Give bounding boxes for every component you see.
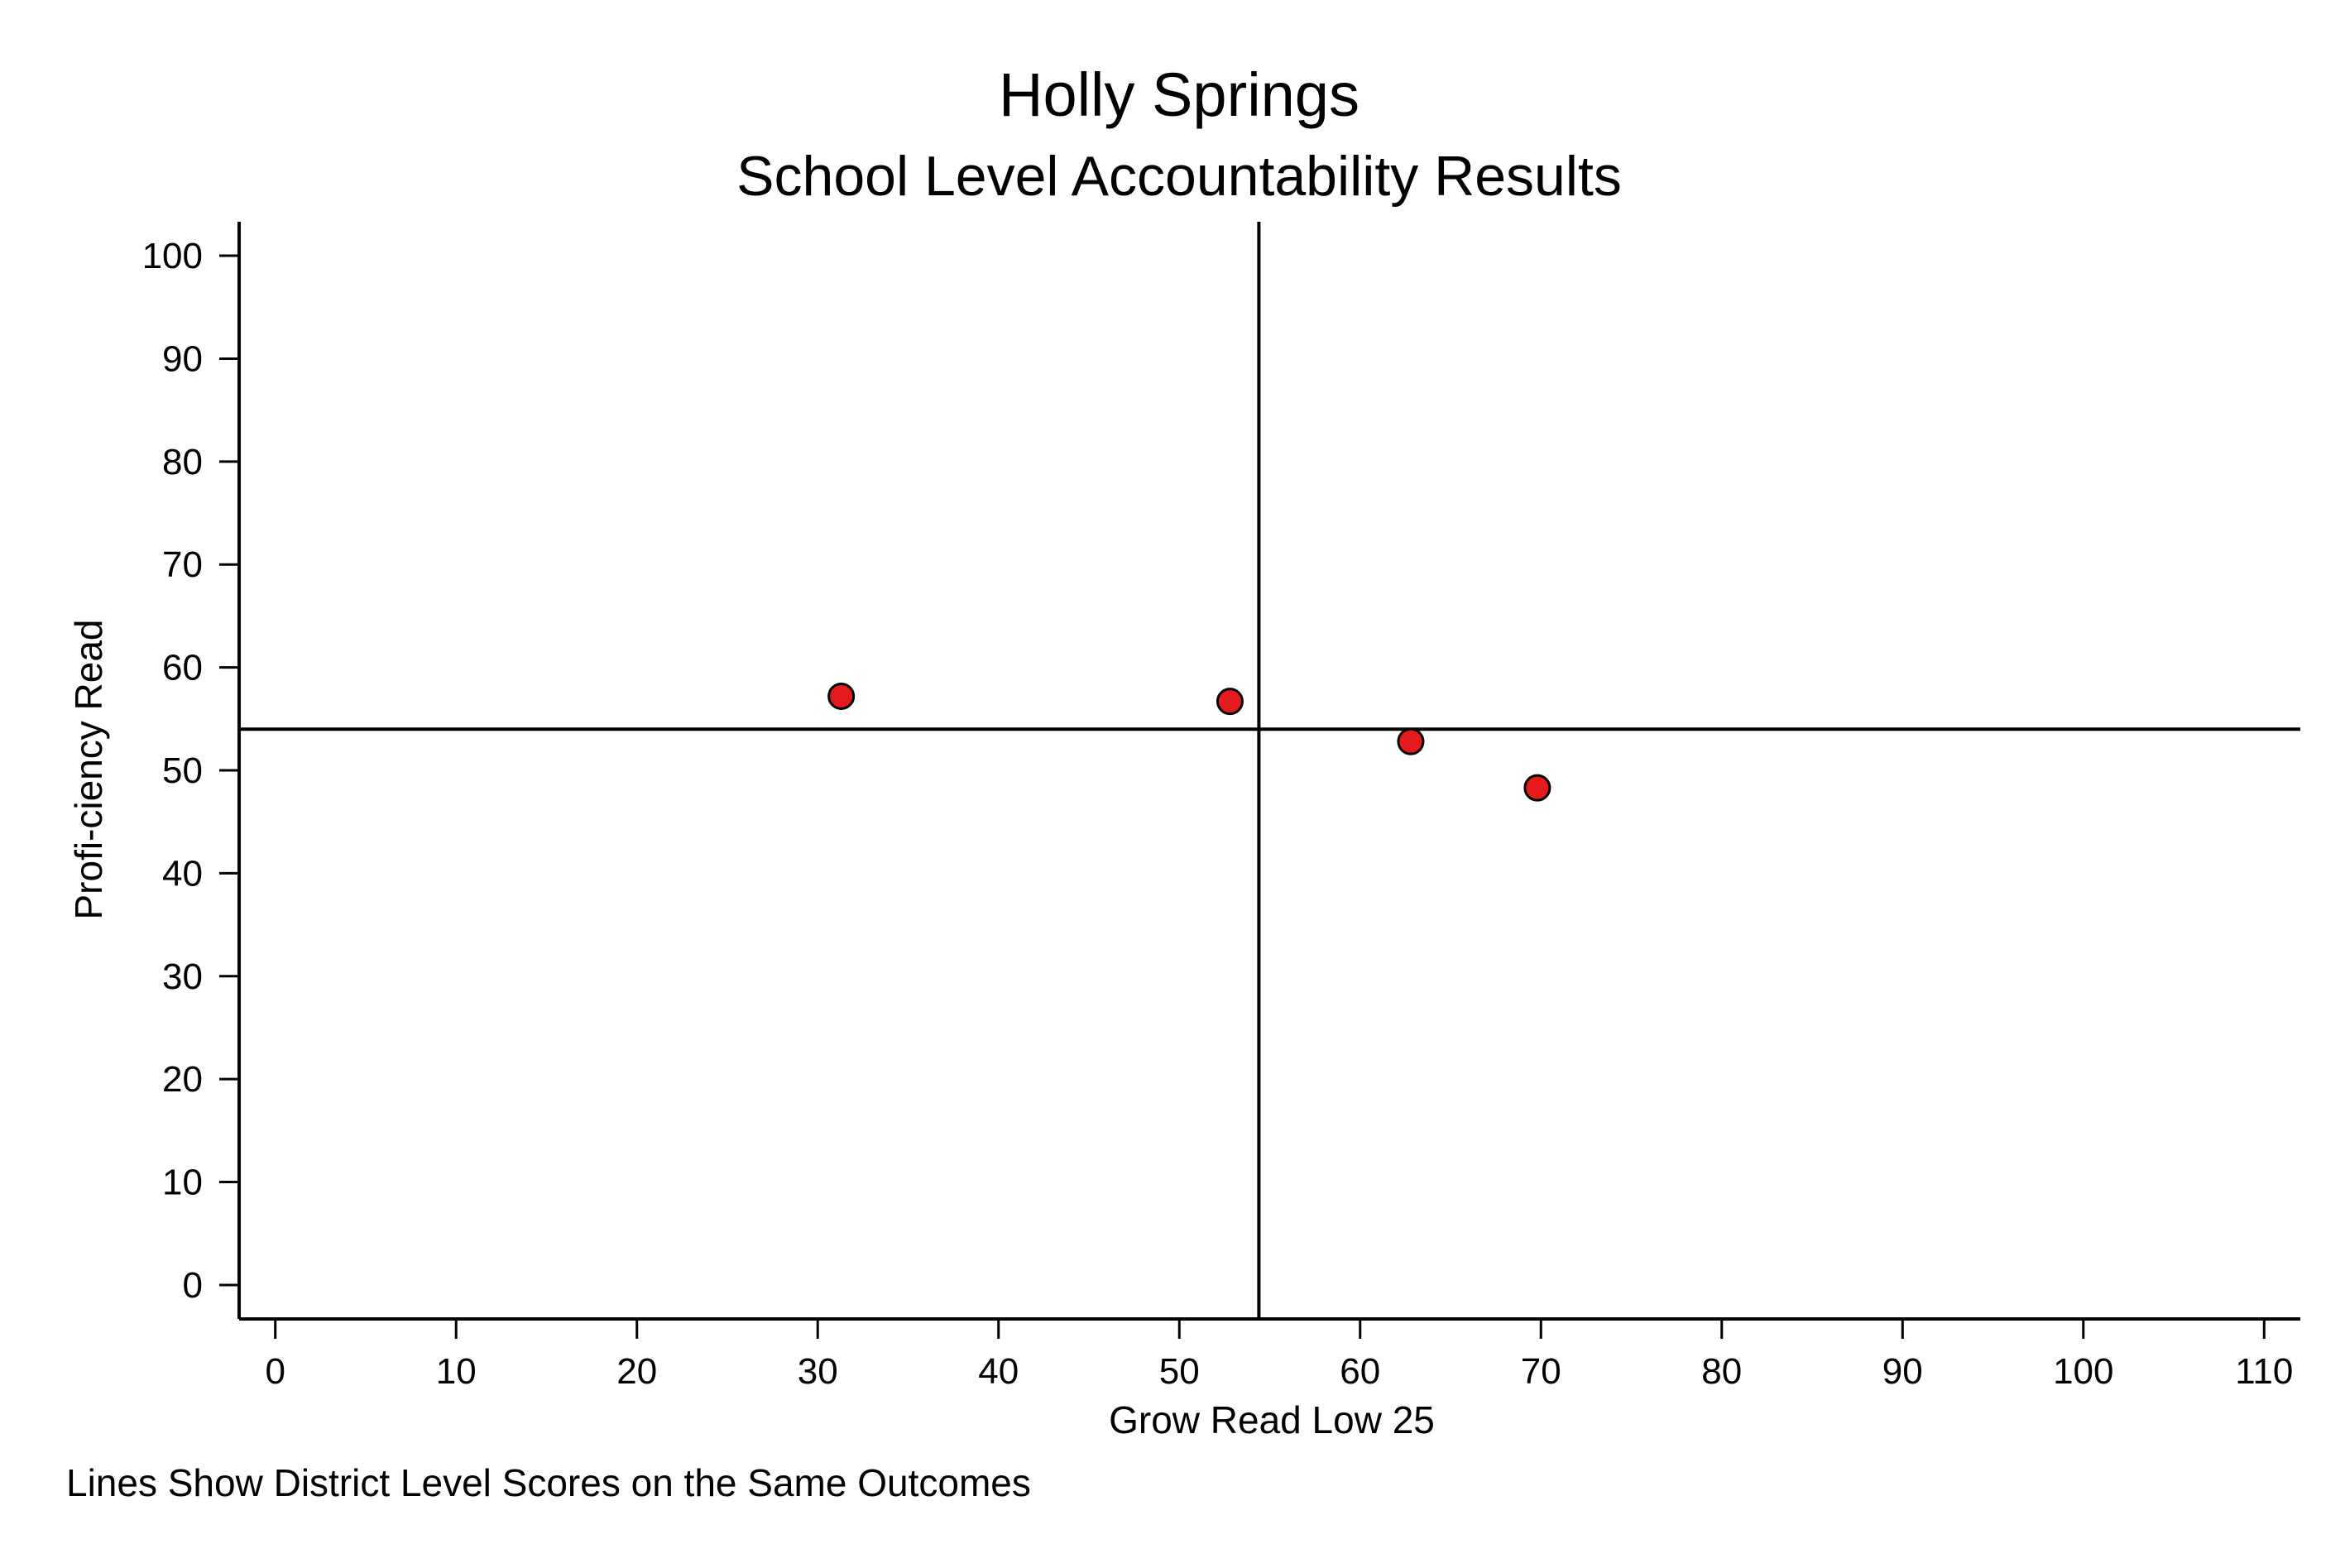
x-tick-label: 100 bbox=[2053, 1351, 2113, 1392]
y-tick-label: 30 bbox=[162, 957, 203, 997]
scatter-point bbox=[1216, 688, 1244, 716]
x-tick-label: 80 bbox=[1701, 1351, 1742, 1392]
x-tick-label: 0 bbox=[265, 1351, 285, 1392]
scatter-point bbox=[827, 682, 856, 710]
scatter-point bbox=[1397, 727, 1425, 755]
x-tick-label: 60 bbox=[1340, 1351, 1380, 1392]
data-points bbox=[827, 682, 1551, 802]
x-tick-label: 30 bbox=[798, 1351, 838, 1392]
x-tick-label: 40 bbox=[978, 1351, 1019, 1392]
y-tick-label: 50 bbox=[162, 750, 203, 791]
x-tick-label: 90 bbox=[1882, 1351, 1923, 1392]
x-tick-label: 20 bbox=[616, 1351, 657, 1392]
y-axis-label: Profi-ciency Read bbox=[67, 619, 110, 919]
x-tick-label: 10 bbox=[436, 1351, 477, 1392]
y-tick-label: 100 bbox=[142, 236, 203, 276]
x-tick-label: 50 bbox=[1159, 1351, 1200, 1392]
y-tick-label: 80 bbox=[162, 442, 203, 482]
y-tick-label: 40 bbox=[162, 853, 203, 894]
x-axis-label: Grow Read Low 25 bbox=[1109, 1398, 1435, 1441]
y-tick-label: 70 bbox=[162, 544, 203, 585]
x-tick-label: 110 bbox=[2235, 1351, 2293, 1392]
chart-subtitle: School Level Accountability Results bbox=[736, 145, 1622, 208]
chart-title: Holly Springs bbox=[999, 60, 1360, 129]
y-axis: 0 10 20 30 40 50 60 70 80 90 100 bbox=[142, 222, 241, 1319]
y-tick-label: 0 bbox=[183, 1265, 203, 1306]
chart-note: Lines Show District Level Scores on the … bbox=[66, 1461, 1031, 1504]
y-tick-label: 60 bbox=[162, 648, 203, 688]
x-axis: 0 10 20 30 40 50 60 70 80 90 100 110 bbox=[239, 1317, 2300, 1392]
scatter-point bbox=[1523, 774, 1551, 802]
district-reference-lines bbox=[239, 222, 2300, 1319]
y-tick-label: 90 bbox=[162, 338, 203, 379]
y-tick-label: 20 bbox=[162, 1059, 203, 1100]
x-tick-label: 70 bbox=[1521, 1351, 1561, 1392]
y-tick-label: 10 bbox=[162, 1163, 203, 1203]
